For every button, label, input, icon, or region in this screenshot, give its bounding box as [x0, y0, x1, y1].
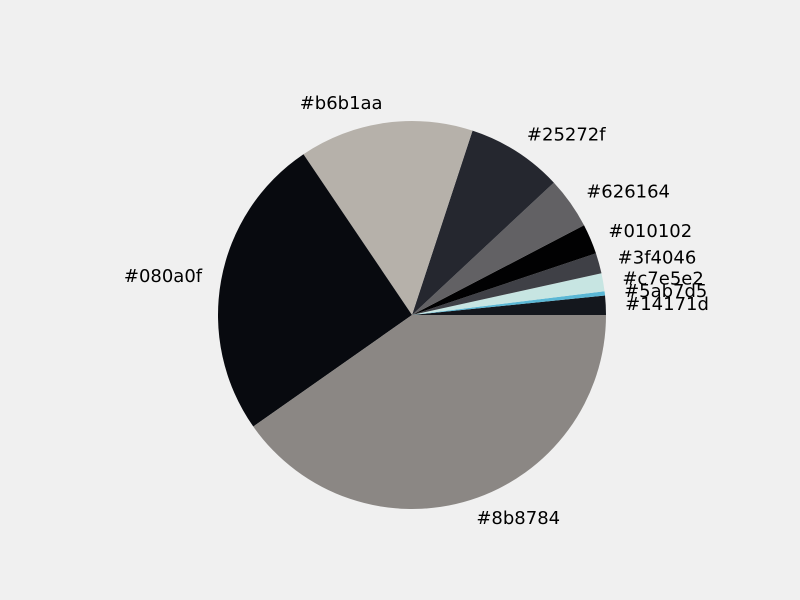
- pie-slice: [412, 291, 606, 315]
- pie-slice: [412, 182, 585, 315]
- pie-slice: [412, 130, 554, 315]
- pie-slice: [412, 253, 602, 315]
- slice-label: #8b8784: [476, 508, 560, 529]
- slice-label: #010102: [608, 221, 692, 242]
- slice-label: #5ab7d5: [624, 281, 707, 302]
- slice-label: #25272f: [527, 125, 606, 146]
- slice-label: #14171d: [625, 294, 709, 315]
- slice-label: #c7e5e2: [622, 268, 703, 289]
- pie-slice: [217, 154, 412, 427]
- slice-label: #626164: [586, 181, 670, 202]
- pie-slice: [253, 315, 606, 509]
- slice-label: #b6b1aa: [300, 93, 383, 114]
- pie-slice: [412, 295, 606, 315]
- pie-slice: [412, 225, 596, 315]
- pie-slice: [303, 120, 473, 315]
- slice-label: #3f4046: [618, 248, 697, 269]
- pie-slice: [412, 273, 605, 315]
- slice-label: #080a0f: [124, 266, 203, 287]
